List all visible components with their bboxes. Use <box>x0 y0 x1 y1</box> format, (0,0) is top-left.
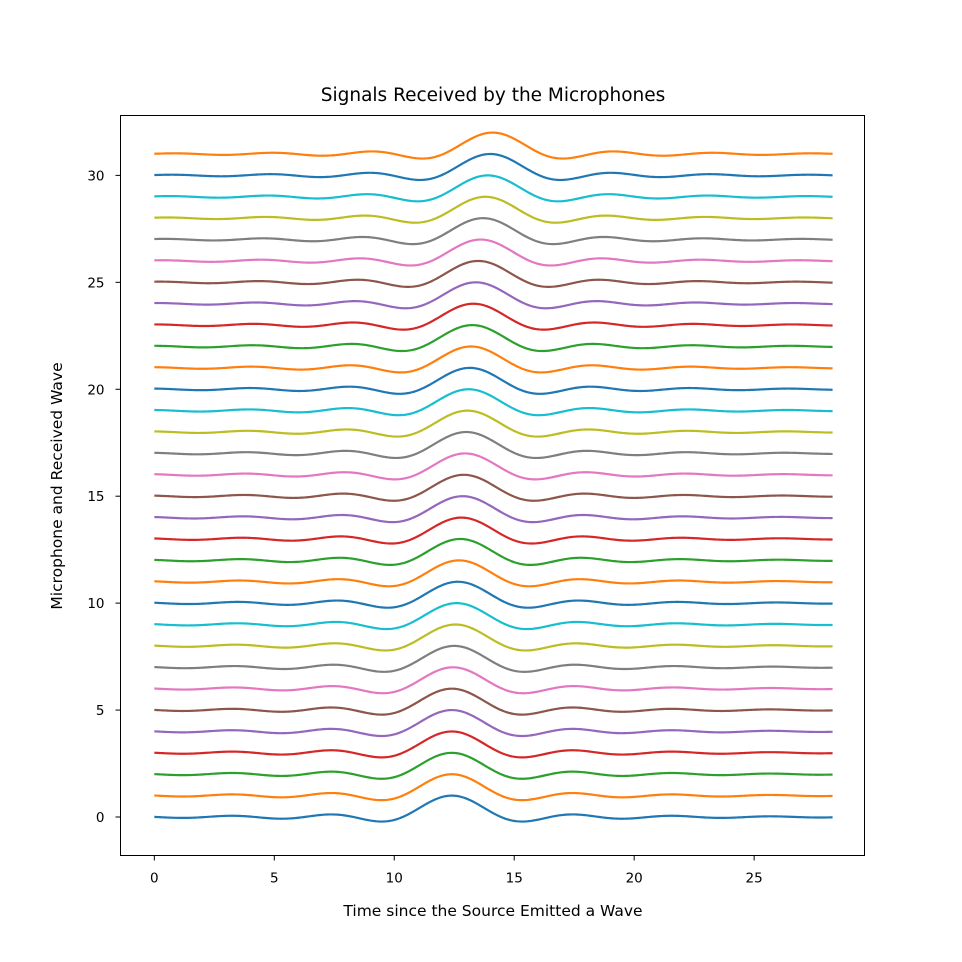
series-line-17 <box>154 430 833 460</box>
series-line-30 <box>154 152 833 182</box>
series-line-31 <box>154 131 833 160</box>
series-line-12 <box>154 537 833 567</box>
series-line-15 <box>154 473 833 502</box>
series-line-9 <box>154 602 833 631</box>
x-axis: 0 5 10 15 20 25 <box>150 855 763 887</box>
plot-area <box>154 131 833 823</box>
series-line-2 <box>154 751 833 780</box>
x-axis-label: Time since the Source Emitted a Wave <box>342 902 642 920</box>
series-line-7 <box>154 644 833 673</box>
x-tick-label: 25 <box>746 871 763 887</box>
y-axis-label: Microphone and Received Wave <box>48 362 66 609</box>
series-line-11 <box>154 559 833 588</box>
series-line-29 <box>154 174 833 203</box>
series-line-19 <box>154 388 833 417</box>
y-tick-label: 20 <box>87 382 104 398</box>
series-line-10 <box>154 580 833 609</box>
y-tick-label: 25 <box>87 275 104 291</box>
series-line-16 <box>154 452 833 481</box>
y-tick-label: 30 <box>87 168 104 184</box>
plot-frame <box>120 115 865 856</box>
series-line-27 <box>154 217 833 246</box>
series-line-5 <box>154 687 833 716</box>
series-line-28 <box>154 195 833 224</box>
series-line-26 <box>154 238 833 267</box>
series-line-20 <box>154 366 833 395</box>
series-line-3 <box>154 730 833 759</box>
y-tick-label: 10 <box>87 596 104 612</box>
series-line-18 <box>154 409 833 438</box>
series-line-4 <box>154 708 833 738</box>
series-line-21 <box>154 345 833 374</box>
x-tick-label: 0 <box>150 871 159 887</box>
y-tick-label: 15 <box>87 489 104 505</box>
series-line-23 <box>154 302 833 331</box>
series-line-8 <box>154 623 833 652</box>
y-tick-label: 0 <box>96 810 105 826</box>
series-line-22 <box>154 323 833 353</box>
series-line-25 <box>154 259 833 288</box>
series-line-24 <box>154 281 833 310</box>
series-line-0 <box>154 794 833 823</box>
series-line-6 <box>154 666 833 695</box>
x-tick-label: 10 <box>386 871 403 887</box>
series-line-14 <box>154 495 833 524</box>
series-line-13 <box>154 516 833 545</box>
chart-title: Signals Received by the Microphones <box>321 85 666 106</box>
series-line-1 <box>154 773 833 802</box>
x-tick-label: 20 <box>626 871 643 887</box>
y-axis: 0 5 10 15 20 25 30 <box>87 168 121 826</box>
x-tick-label: 5 <box>270 871 279 887</box>
x-tick-label: 15 <box>506 871 523 887</box>
y-tick-label: 5 <box>96 703 105 719</box>
